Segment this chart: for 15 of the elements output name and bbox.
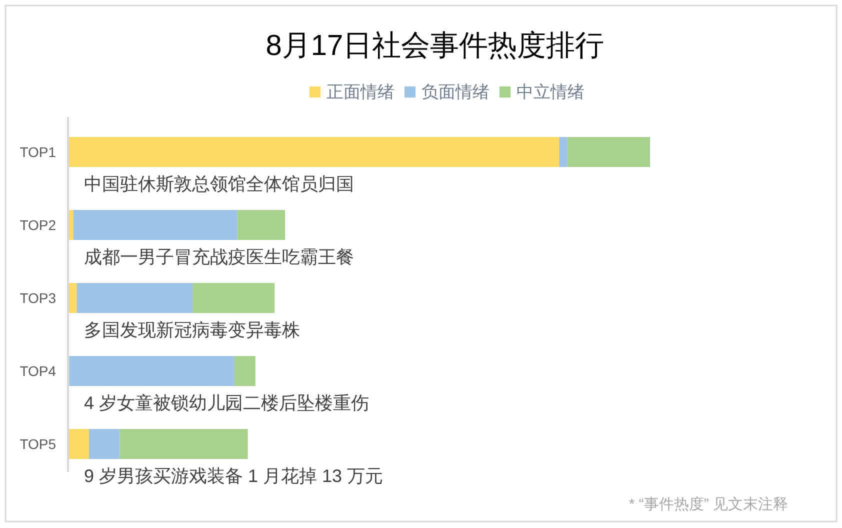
legend-label: 中立情绪 — [516, 82, 584, 102]
category-label: TOP3 — [20, 290, 56, 306]
legend-label: 正面情绪 — [326, 82, 394, 102]
annotation: 4 岁女童被锁幼儿园二楼后坠楼重伤 — [84, 393, 370, 413]
annotation: 9 岁男孩买游戏装备 1 月花掉 13 万元 — [84, 466, 384, 486]
note: * “事件热度” 见文末注释 — [628, 496, 788, 513]
annotation: 中国驻休斯敦总领馆全体馆员归国 — [84, 174, 354, 194]
category-label: TOP1 — [20, 144, 56, 160]
legend-label: 负面情绪 — [422, 82, 490, 102]
category-label: TOP2 — [20, 217, 56, 233]
title: 8月17日社会事件热度排行 — [266, 30, 604, 62]
category-label: TOP4 — [20, 363, 56, 379]
annotation: 成都一男子冒充战疫医生吃霸王餐 — [84, 247, 354, 267]
category-label: TOP5 — [20, 436, 56, 452]
annotation: 多国发现新冠病毒变异毒株 — [84, 320, 300, 340]
